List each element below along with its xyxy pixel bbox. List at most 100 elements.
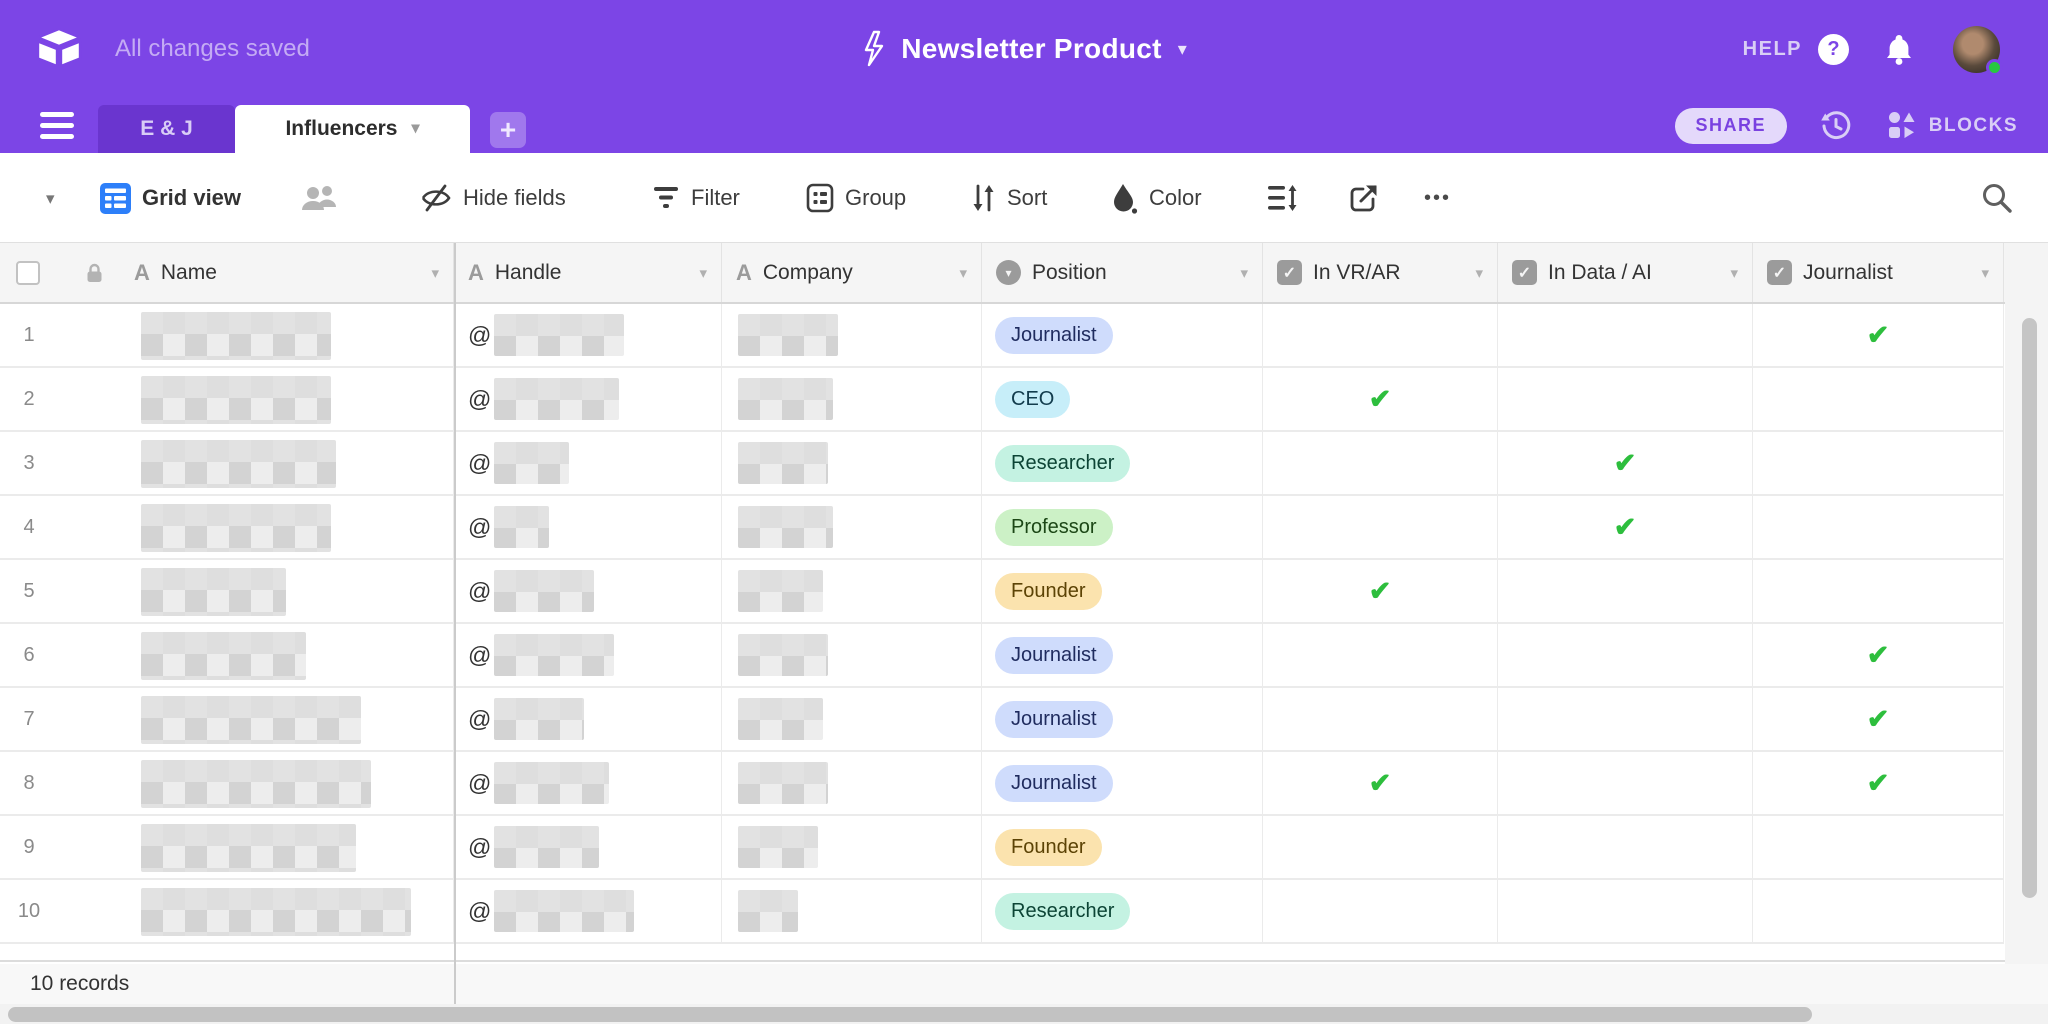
cell-journalist[interactable]: ✔ <box>1753 752 2004 814</box>
row-number[interactable]: 10 <box>17 899 41 922</box>
column-header-in-vr-ar[interactable]: ✓ In VR/AR ▾ <box>1263 243 1498 302</box>
cell-in-vr-ar[interactable]: ✔ <box>1263 560 1498 622</box>
select-all-checkbox[interactable] <box>16 260 40 285</box>
cell-position[interactable]: Founder <box>982 816 1263 878</box>
cell-company[interactable] <box>722 304 982 366</box>
cell-name[interactable]: 9 <box>0 816 454 878</box>
help-button[interactable]: HELP <box>1742 37 1802 60</box>
row-number[interactable]: 6 <box>23 643 35 666</box>
cell-in-vr-ar[interactable] <box>1263 688 1498 750</box>
cell-in-data-ai[interactable] <box>1498 688 1753 750</box>
cell-handle[interactable]: @ <box>454 816 722 878</box>
sidebar-menu-icon[interactable] <box>40 112 74 139</box>
cell-company[interactable] <box>722 432 982 494</box>
cell-position[interactable]: Journalist <box>982 688 1263 750</box>
cell-journalist[interactable] <box>1753 432 2004 494</box>
base-title[interactable]: Newsletter Product <box>901 33 1162 64</box>
cell-company[interactable] <box>722 816 982 878</box>
notifications-bell-icon[interactable] <box>1883 32 1915 66</box>
column-header-company[interactable]: A Company ▾ <box>722 243 982 302</box>
cell-position[interactable]: Researcher <box>982 432 1263 494</box>
cell-in-vr-ar[interactable] <box>1263 816 1498 878</box>
cell-in-vr-ar[interactable]: ✔ <box>1263 368 1498 430</box>
cell-company[interactable] <box>722 368 982 430</box>
cell-journalist[interactable]: ✔ <box>1753 304 2004 366</box>
cell-journalist[interactable] <box>1753 496 2004 558</box>
add-row-strip[interactable] <box>0 944 2005 962</box>
cell-in-data-ai[interactable]: ✔ <box>1498 496 1753 558</box>
cell-name[interactable]: 5 <box>0 560 454 622</box>
cell-handle[interactable]: @ <box>454 304 722 366</box>
cell-name[interactable]: 7 <box>0 688 454 750</box>
cell-company[interactable] <box>722 496 982 558</box>
blocks-button[interactable]: BLOCKS <box>1887 111 2018 141</box>
cell-name[interactable]: 6 <box>0 624 454 686</box>
cell-position[interactable]: Journalist <box>982 624 1263 686</box>
cell-in-data-ai[interactable] <box>1498 880 1753 942</box>
cell-position[interactable]: Founder <box>982 560 1263 622</box>
cell-handle[interactable]: @ <box>454 560 722 622</box>
cell-position[interactable]: Researcher <box>982 880 1263 942</box>
cell-in-data-ai[interactable] <box>1498 368 1753 430</box>
cell-in-data-ai[interactable] <box>1498 560 1753 622</box>
column-menu-caret-icon[interactable]: ▾ <box>431 264 439 282</box>
cell-name[interactable]: 2 <box>0 368 454 430</box>
cell-in-data-ai[interactable] <box>1498 752 1753 814</box>
cell-journalist[interactable]: ✔ <box>1753 624 2004 686</box>
column-menu-caret-icon[interactable]: ▾ <box>1240 264 1248 282</box>
row-number[interactable]: 7 <box>23 707 35 730</box>
cell-name[interactable]: 3 <box>0 432 454 494</box>
cell-handle[interactable]: @ <box>454 496 722 558</box>
cell-journalist[interactable] <box>1753 880 2004 942</box>
cell-handle[interactable]: @ <box>454 624 722 686</box>
cell-company[interactable] <box>722 560 982 622</box>
group-button[interactable]: Group <box>806 153 906 243</box>
cell-company[interactable] <box>722 880 982 942</box>
column-menu-caret-icon[interactable]: ▾ <box>1981 264 1989 282</box>
share-button[interactable]: SHARE <box>1674 107 1787 144</box>
row-number[interactable]: 3 <box>23 451 35 474</box>
cell-in-vr-ar[interactable] <box>1263 880 1498 942</box>
cell-journalist[interactable] <box>1753 816 2004 878</box>
cell-name[interactable]: 4 <box>0 496 454 558</box>
cell-position[interactable]: CEO <box>982 368 1263 430</box>
airtable-logo-icon[interactable] <box>36 28 82 68</box>
column-menu-caret-icon[interactable]: ▾ <box>1730 264 1738 282</box>
horizontal-scrollbar-thumb[interactable] <box>8 1007 1812 1022</box>
cell-in-vr-ar[interactable] <box>1263 496 1498 558</box>
cell-journalist[interactable] <box>1753 560 2004 622</box>
cell-handle[interactable]: @ <box>454 880 722 942</box>
help-question-icon[interactable]: ? <box>1818 33 1849 65</box>
filter-button[interactable]: Filter <box>652 153 740 243</box>
cell-company[interactable] <box>722 688 982 750</box>
column-header-position[interactable]: ▾ Position ▾ <box>982 243 1263 302</box>
cell-in-data-ai[interactable]: ✔ <box>1498 432 1753 494</box>
cell-position[interactable]: Journalist <box>982 752 1263 814</box>
column-menu-caret-icon[interactable]: ▾ <box>699 264 707 282</box>
column-header-name[interactable]: A Name ▾ <box>0 243 454 302</box>
color-button[interactable]: Color <box>1110 153 1202 243</box>
cell-position[interactable]: Professor <box>982 496 1263 558</box>
cell-in-data-ai[interactable] <box>1498 624 1753 686</box>
tab-e-and-j[interactable]: E & J <box>98 105 235 153</box>
view-sidebar-caret-icon[interactable]: ▾ <box>46 188 55 208</box>
cell-in-data-ai[interactable] <box>1498 304 1753 366</box>
tab-caret-icon[interactable]: ▾ <box>411 120 420 137</box>
cell-in-data-ai[interactable] <box>1498 816 1753 878</box>
cell-company[interactable] <box>722 624 982 686</box>
cell-in-vr-ar[interactable] <box>1263 624 1498 686</box>
share-view-icon[interactable] <box>1348 153 1380 243</box>
cell-company[interactable] <box>722 752 982 814</box>
search-icon[interactable] <box>1980 153 2014 243</box>
cell-name[interactable]: 10 <box>0 880 454 942</box>
collaborators-icon[interactable] <box>300 153 340 243</box>
base-title-caret-icon[interactable]: ▾ <box>1177 39 1187 59</box>
column-menu-caret-icon[interactable]: ▾ <box>959 264 967 282</box>
row-number[interactable]: 4 <box>23 515 35 538</box>
cell-in-vr-ar[interactable]: ✔ <box>1263 752 1498 814</box>
add-table-button[interactable]: + <box>490 112 526 148</box>
cell-handle[interactable]: @ <box>454 368 722 430</box>
cell-name[interactable]: 8 <box>0 752 454 814</box>
cell-in-vr-ar[interactable] <box>1263 432 1498 494</box>
frozen-column-divider[interactable] <box>454 243 456 1004</box>
